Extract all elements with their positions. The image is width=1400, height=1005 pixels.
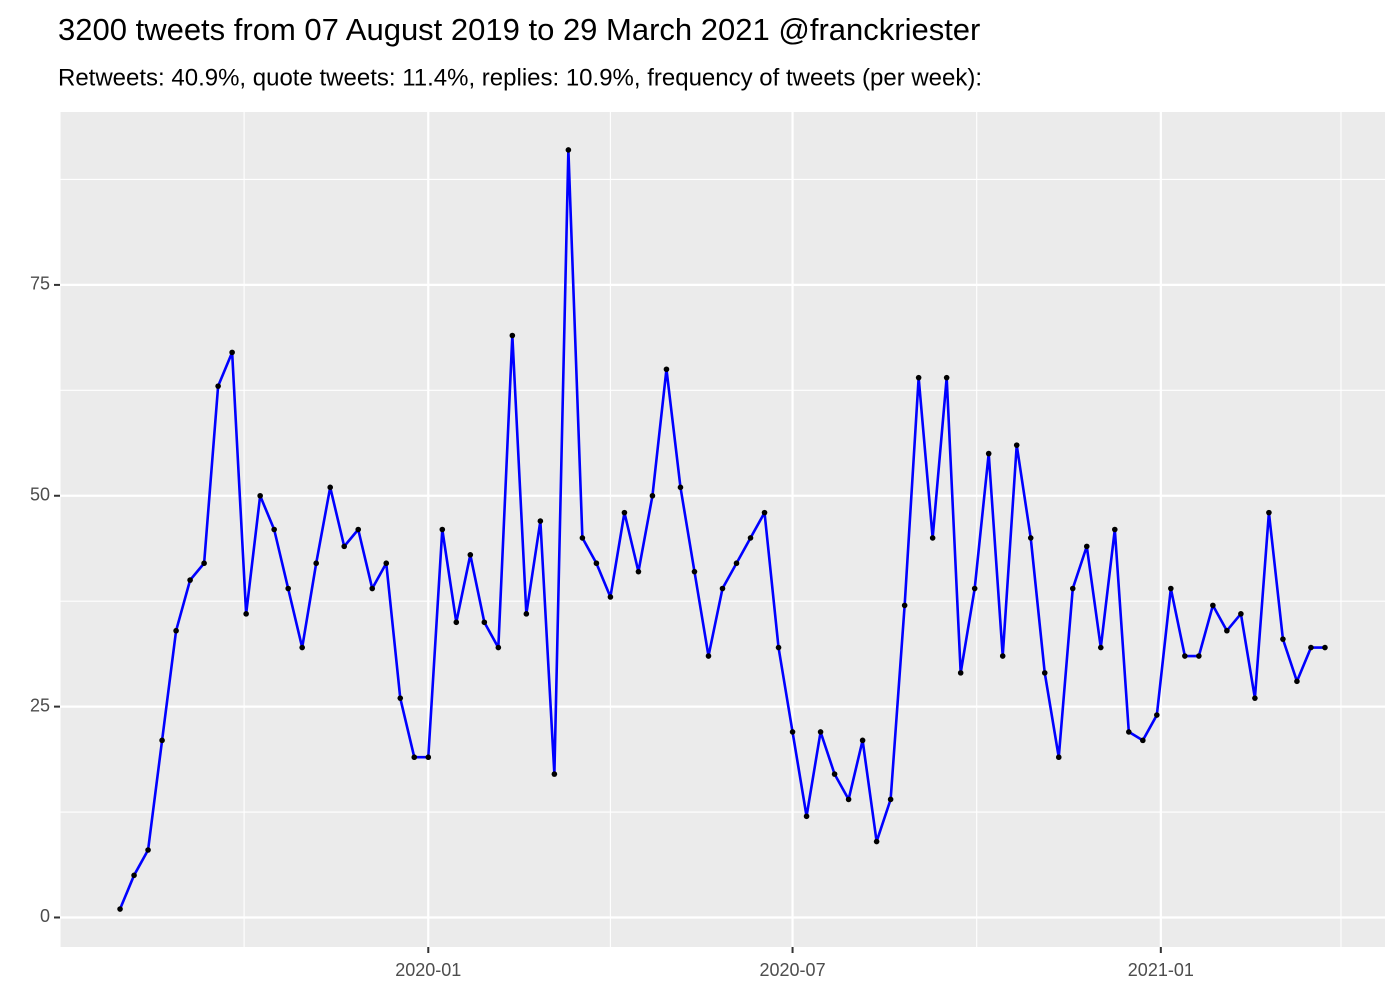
data-point: [145, 847, 151, 853]
data-point: [1182, 653, 1188, 659]
data-point: [719, 585, 726, 592]
data-point: [943, 374, 950, 381]
data-point: [299, 644, 305, 651]
plot-panel: [60, 112, 1385, 947]
data-point: [1027, 535, 1034, 541]
data-point: [467, 552, 474, 558]
y-tick-label: 50: [30, 485, 50, 505]
data-point: [1196, 653, 1202, 659]
data-point: [747, 535, 754, 541]
data-point: [271, 526, 277, 533]
data-point: [887, 796, 894, 803]
data-point: [495, 644, 502, 651]
data-point: [117, 906, 123, 912]
data-point: [439, 526, 446, 533]
data-point: [1083, 543, 1090, 550]
data-point: [817, 729, 824, 735]
data-point: [1322, 644, 1328, 651]
data-point: [313, 560, 319, 567]
data-point: [481, 619, 488, 626]
data-point: [383, 560, 390, 567]
data-point: [201, 560, 207, 567]
data-point: [1154, 712, 1160, 718]
data-point: [705, 653, 712, 659]
data-point: [1238, 611, 1244, 617]
data-point: [649, 492, 656, 499]
data-point: [369, 585, 376, 592]
data-point: [607, 594, 614, 600]
data-point: [873, 838, 880, 845]
data-point: [831, 771, 838, 777]
data-point: [1308, 644, 1314, 651]
data-point: [187, 577, 193, 583]
data-point: [663, 366, 670, 373]
data-point: [1055, 754, 1062, 761]
x-tick-label: 2020-01: [395, 960, 461, 980]
y-tick-label: 75: [30, 274, 50, 294]
y-tick-label: 0: [40, 906, 50, 926]
y-tick-label: 25: [30, 695, 50, 715]
data-point: [1111, 526, 1118, 533]
x-tick-label: 2020-07: [760, 960, 826, 980]
data-point: [341, 543, 348, 550]
data-point: [411, 754, 418, 761]
data-point: [691, 568, 698, 575]
data-point: [285, 585, 291, 592]
data-point: [537, 518, 544, 524]
chart-subtitle: Retweets: 40.9%, quote tweets: 11.4%, re…: [58, 64, 982, 91]
data-point: [1140, 737, 1146, 744]
data-point: [215, 383, 221, 389]
data-point: [243, 611, 249, 617]
data-point: [565, 147, 572, 153]
data-point: [803, 813, 810, 820]
data-point: [1210, 602, 1216, 609]
data-point: [775, 644, 782, 651]
data-point: [1224, 627, 1230, 634]
data-point: [901, 602, 908, 609]
data-point: [957, 670, 964, 676]
data-point: [929, 535, 936, 541]
data-point: [355, 526, 362, 533]
data-point: [1013, 442, 1020, 448]
data-point: [509, 332, 516, 339]
data-point: [229, 349, 235, 356]
data-point: [159, 737, 165, 744]
data-point: [1266, 509, 1272, 516]
data-point: [985, 450, 992, 457]
data-point: [789, 729, 796, 735]
data-point: [551, 771, 558, 777]
x-tick-label: 2021-01: [1128, 960, 1194, 980]
data-point: [733, 560, 740, 567]
data-point: [621, 509, 628, 516]
data-point: [677, 484, 684, 491]
data-point: [1041, 670, 1048, 676]
data-point: [425, 754, 432, 761]
data-point: [397, 695, 404, 701]
data-point: [579, 535, 586, 541]
data-point: [453, 619, 460, 626]
chart-title: 3200 tweets from 07 August 2019 to 29 Ma…: [58, 12, 980, 47]
data-point: [257, 492, 263, 499]
data-point: [761, 509, 768, 516]
data-point: [327, 484, 334, 491]
data-point: [1280, 636, 1286, 642]
data-point: [1097, 644, 1104, 651]
data-point: [523, 611, 530, 617]
data-point: [915, 374, 922, 381]
data-point: [999, 653, 1006, 659]
data-point: [1294, 678, 1300, 685]
data-point: [1126, 729, 1132, 735]
data-point: [1252, 695, 1258, 701]
data-point: [845, 796, 852, 803]
data-point: [593, 560, 600, 567]
data-point: [131, 872, 137, 879]
data-point: [859, 737, 866, 744]
data-point: [971, 585, 978, 592]
data-point: [635, 568, 642, 575]
data-point: [173, 627, 179, 634]
data-point: [1168, 585, 1174, 592]
data-point: [1069, 585, 1076, 592]
